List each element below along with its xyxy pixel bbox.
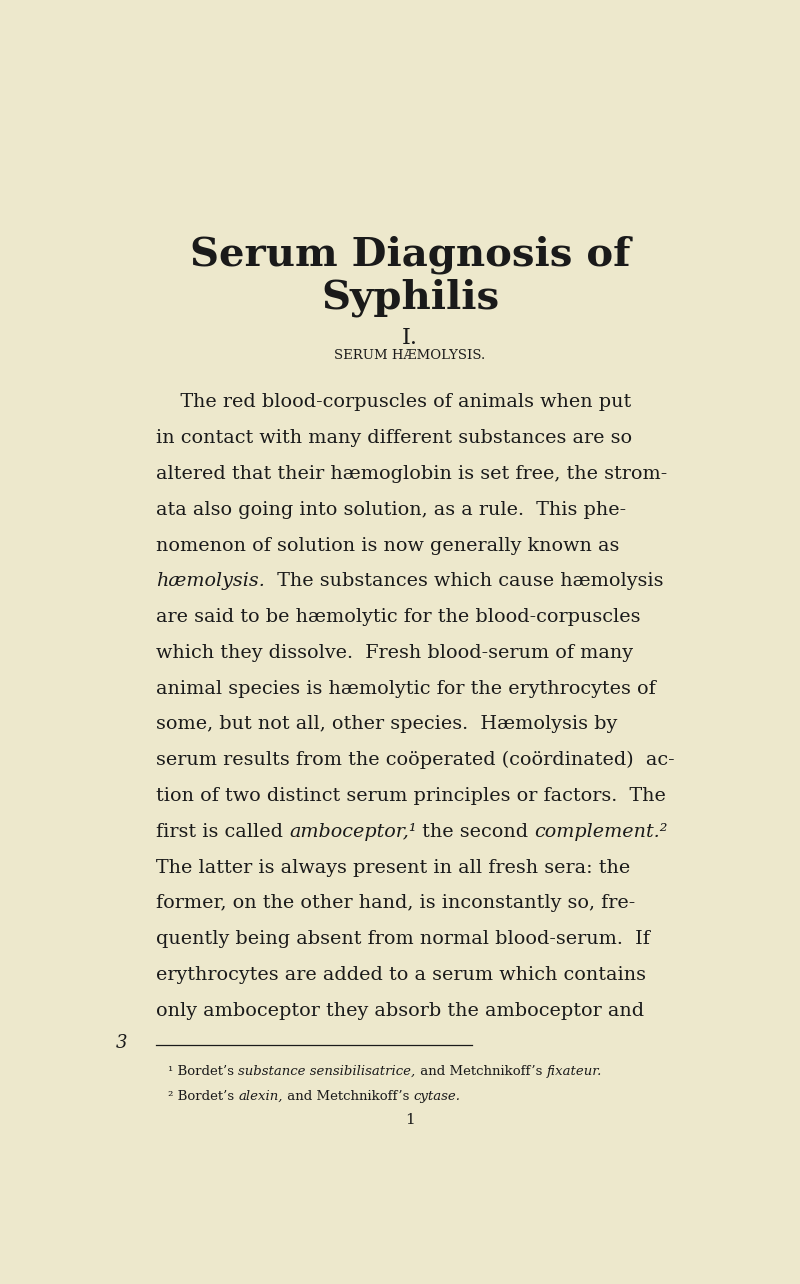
- Text: fixateur.: fixateur.: [546, 1066, 602, 1079]
- Text: The substances which cause hæmolysis: The substances which cause hæmolysis: [265, 573, 663, 591]
- Text: SERUM HÆMOLYSIS.: SERUM HÆMOLYSIS.: [334, 349, 486, 362]
- Text: quently being absent from normal blood-serum.  If: quently being absent from normal blood-s…: [156, 930, 650, 948]
- Text: 3: 3: [115, 1034, 127, 1052]
- Text: are said to be hæmolytic for the blood-corpuscles: are said to be hæmolytic for the blood-c…: [156, 609, 640, 627]
- Text: and Metchnikoff’s: and Metchnikoff’s: [283, 1090, 414, 1103]
- Text: which they dissolve.  Fresh blood-serum of many: which they dissolve. Fresh blood-serum o…: [156, 643, 633, 661]
- Text: first is called: first is called: [156, 823, 289, 841]
- Text: 1: 1: [405, 1113, 415, 1127]
- Text: ata also going into solution, as a rule.  This phe-: ata also going into solution, as a rule.…: [156, 501, 626, 519]
- Text: nomenon of solution is now generally known as: nomenon of solution is now generally kno…: [156, 537, 619, 555]
- Text: The latter is always present in all fresh sera: the: The latter is always present in all fres…: [156, 859, 630, 877]
- Text: ² Bordet’s: ² Bordet’s: [168, 1090, 238, 1103]
- Text: in contact with many different substances are so: in contact with many different substance…: [156, 429, 632, 447]
- Text: animal species is hæmolytic for the erythrocytes of: animal species is hæmolytic for the eryt…: [156, 679, 655, 697]
- Text: amboceptor,¹: amboceptor,¹: [289, 823, 417, 841]
- Text: complement.²: complement.²: [534, 823, 668, 841]
- Text: ¹ Bordet’s: ¹ Bordet’s: [168, 1066, 238, 1079]
- Text: hæmolysis.: hæmolysis.: [156, 573, 265, 591]
- Text: alexin,: alexin,: [238, 1090, 283, 1103]
- Text: and Metchnikoff’s: and Metchnikoff’s: [416, 1066, 546, 1079]
- Text: T: T: [156, 393, 193, 411]
- Text: the second: the second: [417, 823, 534, 841]
- Text: he red blood-corpuscles of animals when put: he red blood-corpuscles of animals when …: [193, 393, 631, 411]
- Text: tion of two distinct serum principles or factors.  The: tion of two distinct serum principles or…: [156, 787, 666, 805]
- Text: former, on the other hand, is inconstantly so, fre-: former, on the other hand, is inconstant…: [156, 895, 635, 913]
- Text: only amboceptor they absorb the amboceptor and: only amboceptor they absorb the ambocept…: [156, 1002, 644, 1019]
- Text: altered that their hæmoglobin is set free, the strom-: altered that their hæmoglobin is set fre…: [156, 465, 667, 483]
- Text: substance sensibilisatrice,: substance sensibilisatrice,: [238, 1066, 416, 1079]
- Text: serum results from the coöperated (coördinated)  ac-: serum results from the coöperated (coörd…: [156, 751, 674, 769]
- Text: Syphilis: Syphilis: [321, 279, 499, 317]
- Text: Serum Diagnosis of: Serum Diagnosis of: [190, 235, 630, 273]
- Text: erythrocytes are added to a serum which contains: erythrocytes are added to a serum which …: [156, 966, 646, 984]
- Text: some, but not all, other species.  Hæmolysis by: some, but not all, other species. Hæmoly…: [156, 715, 617, 733]
- Text: cytase.: cytase.: [414, 1090, 461, 1103]
- Text: I.: I.: [402, 327, 418, 349]
